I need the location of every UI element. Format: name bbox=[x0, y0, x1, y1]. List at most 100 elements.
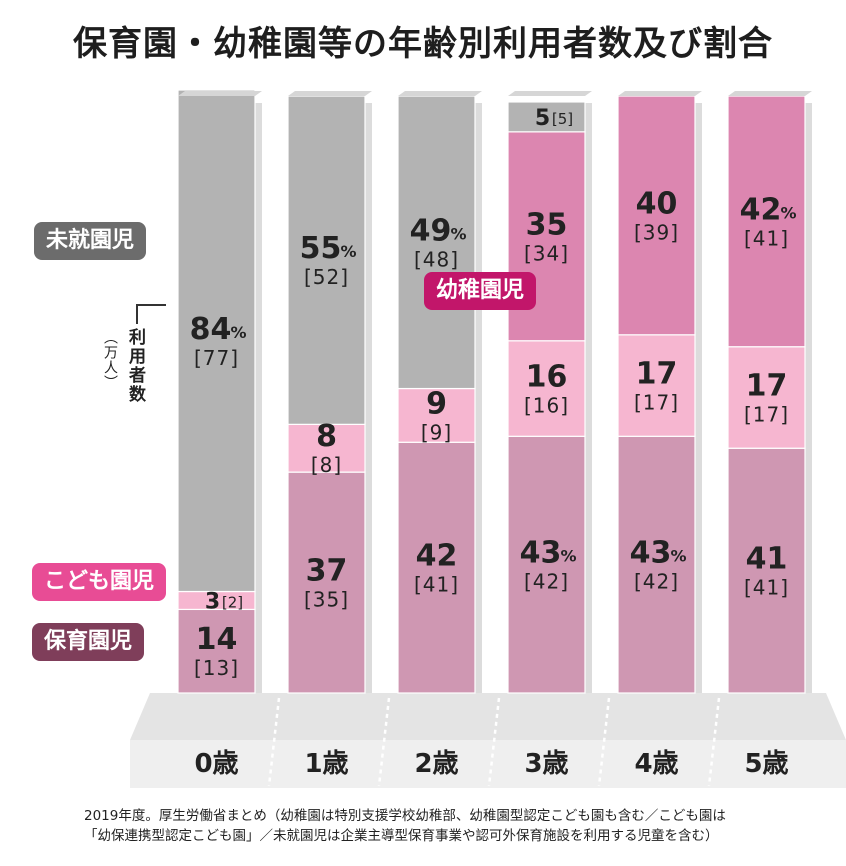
bar-side-shadow bbox=[365, 103, 372, 693]
bar-segment bbox=[727, 95, 806, 348]
segment-count-label: [41] bbox=[744, 226, 789, 250]
legend-tag-hoikuen: 保育園児 bbox=[32, 623, 145, 661]
segment-count-label: [41] bbox=[414, 573, 459, 597]
x-tick-label: 2歳 bbox=[414, 749, 458, 779]
floor-separator bbox=[707, 697, 721, 787]
segment-value-label: 42 bbox=[740, 192, 782, 227]
segment-value-label: 41 bbox=[746, 542, 788, 577]
bar-segment bbox=[287, 471, 366, 694]
segment-percent-sign: % bbox=[560, 547, 576, 566]
bar-segment bbox=[287, 95, 366, 425]
segment-value-label: 16 bbox=[526, 360, 568, 395]
bar-segment bbox=[177, 89, 256, 593]
segment-count-label: [9] bbox=[421, 420, 452, 444]
segment-count-label: [42] bbox=[634, 570, 679, 594]
segment-count-label: [48] bbox=[414, 247, 459, 271]
x-tick-label: 0歳 bbox=[194, 749, 238, 779]
segment-value-label: 17 bbox=[636, 357, 678, 392]
bar-segment bbox=[287, 423, 366, 473]
x-tick-label: 4歳 bbox=[634, 749, 678, 779]
segment-labels-layer: 14[13]3 [2]84 %[77]37[35]8[8]55 %[52]42[41]… bbox=[190, 106, 797, 680]
bar-top-cap bbox=[178, 91, 262, 96]
floor-plane bbox=[130, 693, 846, 740]
segment-count-label: [13] bbox=[194, 656, 239, 680]
segment-value-label: 35 bbox=[526, 207, 568, 242]
segment-count-label: [8] bbox=[311, 453, 342, 477]
bar-top-cap bbox=[508, 91, 592, 96]
segment-value-label: 8 bbox=[316, 419, 337, 454]
bar-top-cap bbox=[618, 91, 702, 96]
segment-value-label: 17 bbox=[746, 368, 788, 403]
x-tick-labels-layer: 0歳 1歳 2歳 3歳 4歳 5歳 bbox=[194, 749, 788, 779]
x-tick-label: 5歳 bbox=[744, 749, 788, 779]
bar-side-shadow bbox=[585, 103, 592, 693]
segment-count-label: [39] bbox=[634, 220, 679, 244]
segment-value-label: 84 bbox=[190, 312, 232, 347]
bar-side-shadow bbox=[475, 103, 482, 693]
segment-count-label: [17] bbox=[744, 402, 789, 426]
floor-separator bbox=[597, 697, 611, 787]
bar-top-cap bbox=[398, 91, 482, 96]
unit-bracket bbox=[136, 304, 166, 324]
segment-count-label: [16] bbox=[524, 394, 569, 418]
segment-count-label: [2] bbox=[222, 593, 243, 611]
unit-sub-label: （万人） bbox=[102, 330, 118, 390]
segment-count-label: [52] bbox=[304, 265, 349, 289]
floor-separator bbox=[267, 697, 281, 787]
segment-value-label: 43 bbox=[630, 536, 672, 571]
chart-title: 保育園・幼稚園等の年齢別利用者数及び割合 bbox=[73, 24, 773, 64]
bar-segment bbox=[507, 101, 586, 133]
segment-value-label: 5 bbox=[535, 106, 550, 131]
segment-count-label: [77] bbox=[194, 346, 239, 370]
legend-tag-mishuen-label: 未就園児 bbox=[46, 228, 135, 253]
footnote: 2019年度。厚生労働省まとめ（幼稚園は特別支援学校幼稚部、幼稚園型認定こども園… bbox=[84, 806, 824, 846]
bar-segment bbox=[727, 447, 806, 694]
bar-top-cap bbox=[288, 91, 372, 96]
segment-count-label: [34] bbox=[524, 241, 569, 265]
legend-tag-kodomoen: こども園児 bbox=[32, 563, 167, 601]
unit-label: 利用者数 bbox=[125, 328, 145, 404]
segment-value-label: 14 bbox=[196, 622, 238, 657]
bar-segment bbox=[177, 608, 256, 694]
bar-segment bbox=[727, 346, 806, 449]
bar-segment bbox=[507, 340, 586, 437]
segment-value-label: 42 bbox=[416, 539, 458, 574]
floor-separator bbox=[487, 697, 501, 787]
segment-count-label: [17] bbox=[634, 391, 679, 415]
legend-tag-mishuen: 未就園児 bbox=[34, 222, 147, 260]
bar-segment bbox=[397, 387, 476, 443]
x-tick-label: 3歳 bbox=[524, 749, 568, 779]
segment-percent-sign: % bbox=[340, 242, 356, 261]
legend-tag-youchien: 幼稚園児 bbox=[424, 272, 537, 310]
footnote-line-2: 「幼保連携型認定こども園」／未就園児は企業主導型保育事業や認可外保育施設を利用す… bbox=[84, 828, 719, 844]
segment-value-label: 9 bbox=[426, 386, 447, 421]
segment-value-label: 49 bbox=[410, 213, 452, 248]
floor-front bbox=[130, 740, 846, 788]
segment-value-label: 3 bbox=[205, 589, 220, 614]
segment-value-label: 37 bbox=[306, 554, 348, 589]
segment-percent-sign: % bbox=[450, 224, 466, 243]
x-tick-label: 1歳 bbox=[304, 749, 348, 779]
segment-count-label: [42] bbox=[524, 570, 569, 594]
legend-tag-hoikuen-label: 保育園児 bbox=[44, 629, 133, 654]
bar-side-shadow bbox=[695, 103, 702, 693]
segment-percent-sign: % bbox=[780, 203, 796, 222]
bar-segment bbox=[397, 95, 476, 390]
chart-floor bbox=[130, 693, 846, 788]
floor-separator bbox=[377, 697, 391, 787]
bar-side-shadow bbox=[805, 103, 812, 693]
segment-count-label: [5] bbox=[552, 110, 573, 128]
bar-segment bbox=[507, 435, 586, 694]
segment-percent-sign: % bbox=[670, 547, 686, 566]
bar-top-cap bbox=[728, 91, 812, 96]
segment-value-label: 55 bbox=[300, 231, 342, 266]
segment-value-label: 40 bbox=[636, 186, 678, 221]
bars-layer bbox=[177, 89, 812, 694]
segment-count-label: [35] bbox=[304, 588, 349, 612]
segment-count-label: [41] bbox=[744, 576, 789, 600]
footnote-line-1: 2019年度。厚生労働省まとめ（幼稚園は特別支援学校幼稚部、幼稚園型認定こども園… bbox=[84, 808, 726, 824]
legend-tag-kodomoen-label: こども園児 bbox=[44, 569, 155, 594]
legend-tag-youchien-label: 幼稚園児 bbox=[436, 278, 525, 303]
segment-value-label: 43 bbox=[520, 536, 562, 571]
